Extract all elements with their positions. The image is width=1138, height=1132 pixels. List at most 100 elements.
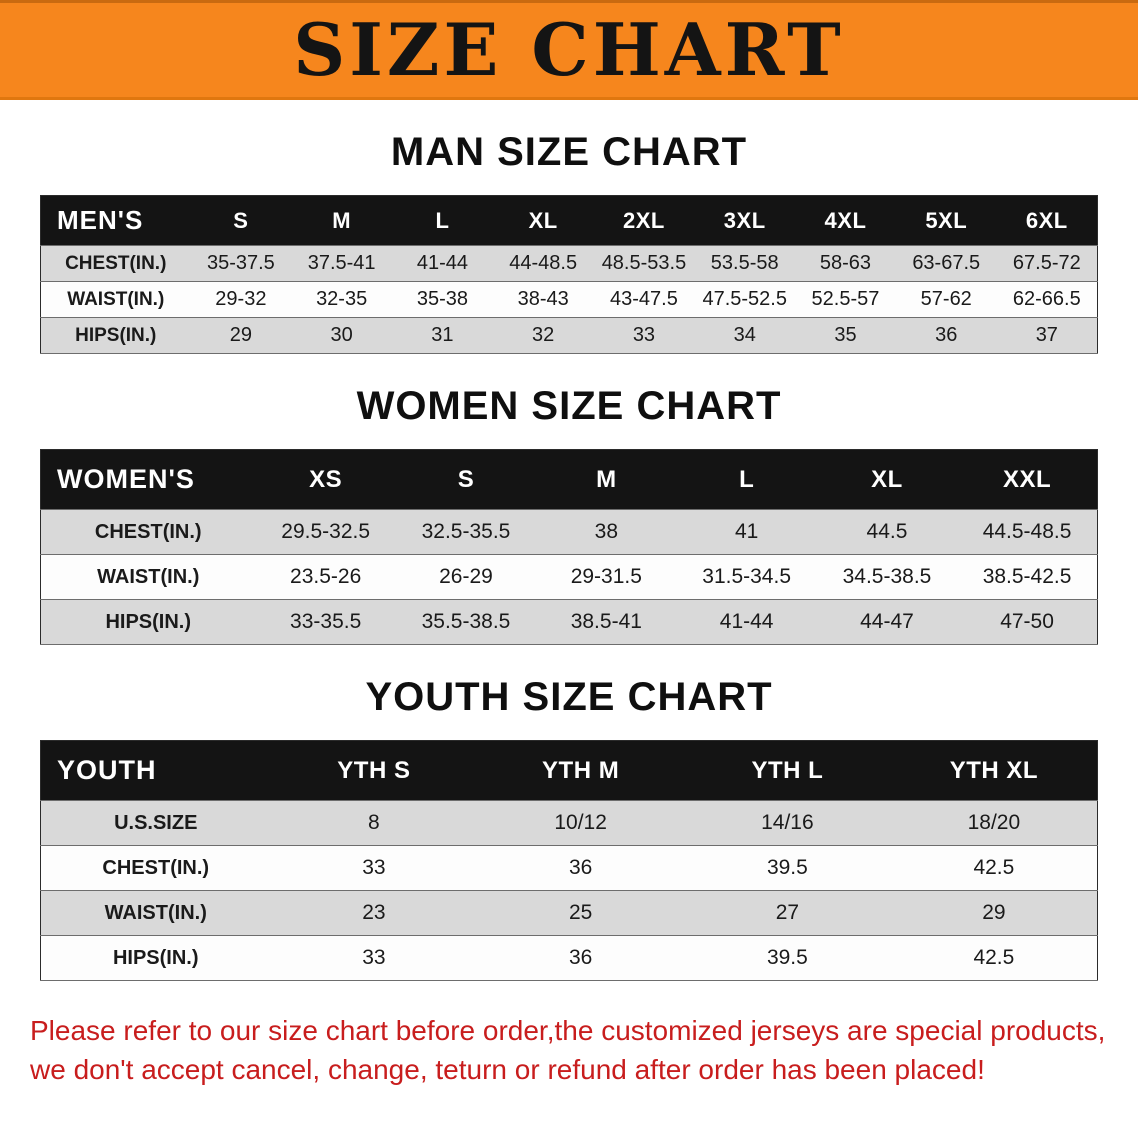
size-column-header: 2XL: [623, 207, 665, 233]
row-label: CHEST(IN.): [102, 856, 210, 879]
size-value: 35-38: [416, 288, 468, 310]
size-value: 44.5-48.5: [982, 520, 1072, 543]
size-value: 29.5-32.5: [281, 520, 371, 543]
title-banner: SIZE CHART: [0, 0, 1138, 100]
size-column-header: XL: [871, 465, 903, 493]
table-header-row: WOMEN'S XS S M L XL XXL: [40, 449, 1098, 510]
size-value: 29-32: [215, 288, 267, 310]
size-value: 39.5: [766, 856, 808, 879]
men-section-heading: MAN SIZE CHART: [390, 130, 748, 174]
notice-line-2: we don't accept cancel, change, teturn o…: [30, 1054, 985, 1086]
size-value: 29: [229, 324, 252, 346]
size-value: 38.5-41: [570, 610, 642, 633]
size-value: 37: [1035, 324, 1058, 346]
table-header-row: MEN'S S M L XL 2XL 3XL 4XL 5XL 6XL: [40, 195, 1098, 246]
size-value: 8: [368, 811, 380, 834]
size-column-header: 4XL: [824, 207, 867, 233]
size-value: 63-67.5: [912, 252, 981, 274]
size-value: 34.5-38.5: [842, 565, 932, 588]
size-value: 34: [733, 324, 756, 346]
youth-section-heading: YOUTH SIZE CHART: [365, 675, 773, 719]
size-column-header: XS: [309, 465, 343, 493]
table-row: WAIST(IN.) 23 25 27 29: [40, 890, 1098, 936]
row-label: WAIST(IN.): [104, 901, 207, 924]
table-row: HIPS(IN.) 33-35.5 35.5-38.5 38.5-41 41-44 44-…: [40, 599, 1098, 645]
size-column-header: S: [233, 207, 249, 233]
size-value: 53.5-58: [710, 252, 779, 274]
size-value: 25: [568, 901, 593, 924]
size-value: 36: [568, 946, 593, 969]
size-value: 30: [330, 324, 353, 346]
size-column-header: XXL: [1002, 465, 1052, 493]
women-section-heading: WOMEN SIZE CHART: [356, 384, 782, 428]
size-column-header: YTH S: [337, 756, 411, 784]
table-corner-label: MEN'S: [57, 205, 144, 235]
women-size-section: WOMEN SIZE CHART WOMEN'S XS S M L XL XXL CHEST(…: [0, 384, 1138, 645]
size-value: 62-66.5: [1012, 288, 1081, 310]
size-value: 44.5: [866, 520, 908, 543]
size-column-header: S: [457, 465, 475, 493]
table-row: CHEST(IN.) 33 36 39.5 42.5: [40, 845, 1098, 891]
size-value: 33: [362, 946, 386, 969]
size-value: 35.5-38.5: [421, 610, 511, 633]
men-size-table: MEN'S S M L XL 2XL 3XL 4XL 5XL 6XL CHEST(IN.) 35-37…: [40, 195, 1098, 354]
size-value: 32: [532, 324, 555, 346]
size-value: 44-47: [860, 610, 914, 633]
row-label: HIPS(IN.): [105, 610, 192, 633]
size-value: 44-48.5: [509, 252, 578, 274]
size-value: 29: [982, 901, 1006, 924]
table-header-row: YOUTH YTH S YTH M YTH L YTH XL: [40, 740, 1098, 801]
youth-size-section: YOUTH SIZE CHART YOUTH YTH S YTH M YTH L YTH…: [0, 675, 1138, 981]
table-row: HIPS(IN.) 33 36 39.5 42.5: [40, 935, 1098, 981]
size-value: 27: [775, 901, 800, 924]
size-value: 41-44: [416, 252, 468, 274]
row-label: HIPS(IN.): [75, 324, 157, 346]
table-row: WAIST(IN.) 29-32 32-35 35-38 38-43 43-47.5 47.…: [40, 281, 1098, 318]
row-label: CHEST(IN.): [94, 520, 202, 543]
size-value: 58-63: [819, 252, 872, 274]
table-row: WAIST(IN.) 23.5-26 26-29 29-31.5 31.5-34.5 34…: [40, 554, 1098, 600]
size-column-header: 6XL: [1025, 207, 1068, 233]
size-value: 48.5-53.5: [601, 252, 687, 274]
size-value: 39.5: [766, 946, 808, 969]
size-value: 35: [834, 324, 857, 346]
size-value: 38.5-42.5: [982, 565, 1072, 588]
men-size-section: MAN SIZE CHART MEN'S S M L XL 2XL 3XL 4XL 5XL 6XL…: [0, 130, 1138, 354]
order-notice: Please refer to our size chart before or…: [30, 1013, 1112, 1089]
row-label: CHEST(IN.): [65, 252, 167, 274]
size-column-header: YTH M: [542, 756, 620, 784]
size-value: 33-35.5: [290, 610, 362, 633]
size-value: 41: [734, 520, 759, 543]
table-corner-label: WOMEN'S: [57, 464, 195, 494]
size-value: 18/20: [967, 811, 1021, 834]
size-value: 47.5-52.5: [702, 288, 787, 310]
table-row: CHEST(IN.) 35-37.5 37.5-41 41-44 44-48.5 48.5…: [40, 245, 1098, 282]
women-size-table: WOMEN'S XS S M L XL XXL CHEST(IN.) 29.5-32.5 32.5…: [40, 449, 1098, 645]
size-column-header: L: [739, 465, 755, 493]
size-value: 57-62: [920, 288, 972, 310]
youth-size-table: YOUTH YTH S YTH M YTH L YTH XL U.S.SIZE 8 10/12…: [40, 740, 1098, 981]
size-value: 29-31.5: [570, 565, 642, 588]
size-value: 32.5-35.5: [421, 520, 511, 543]
row-label: WAIST(IN.): [97, 565, 200, 588]
size-column-header: YTH L: [751, 756, 824, 784]
size-value: 42.5: [973, 856, 1015, 879]
size-value: 36: [568, 856, 593, 879]
size-value: 52.5-57: [811, 288, 880, 310]
page-title: SIZE CHART: [293, 7, 845, 92]
size-column-header: 3XL: [723, 207, 766, 233]
size-column-header: M: [332, 207, 352, 233]
size-value: 67.5-72: [1012, 252, 1081, 274]
table-row: U.S.SIZE 8 10/12 14/16 18/20: [40, 800, 1098, 846]
row-label: U.S.SIZE: [114, 811, 198, 834]
size-column-header: 5XL: [925, 207, 968, 233]
row-label: WAIST(IN.): [67, 288, 165, 310]
size-value: 26-29: [439, 565, 493, 588]
size-value: 47-50: [1000, 610, 1054, 633]
size-column-header: XL: [528, 207, 558, 233]
size-value: 35-37.5: [206, 252, 275, 274]
size-value: 33: [632, 324, 656, 346]
size-column-header: M: [596, 465, 617, 493]
size-value: 31.5-34.5: [702, 565, 792, 588]
